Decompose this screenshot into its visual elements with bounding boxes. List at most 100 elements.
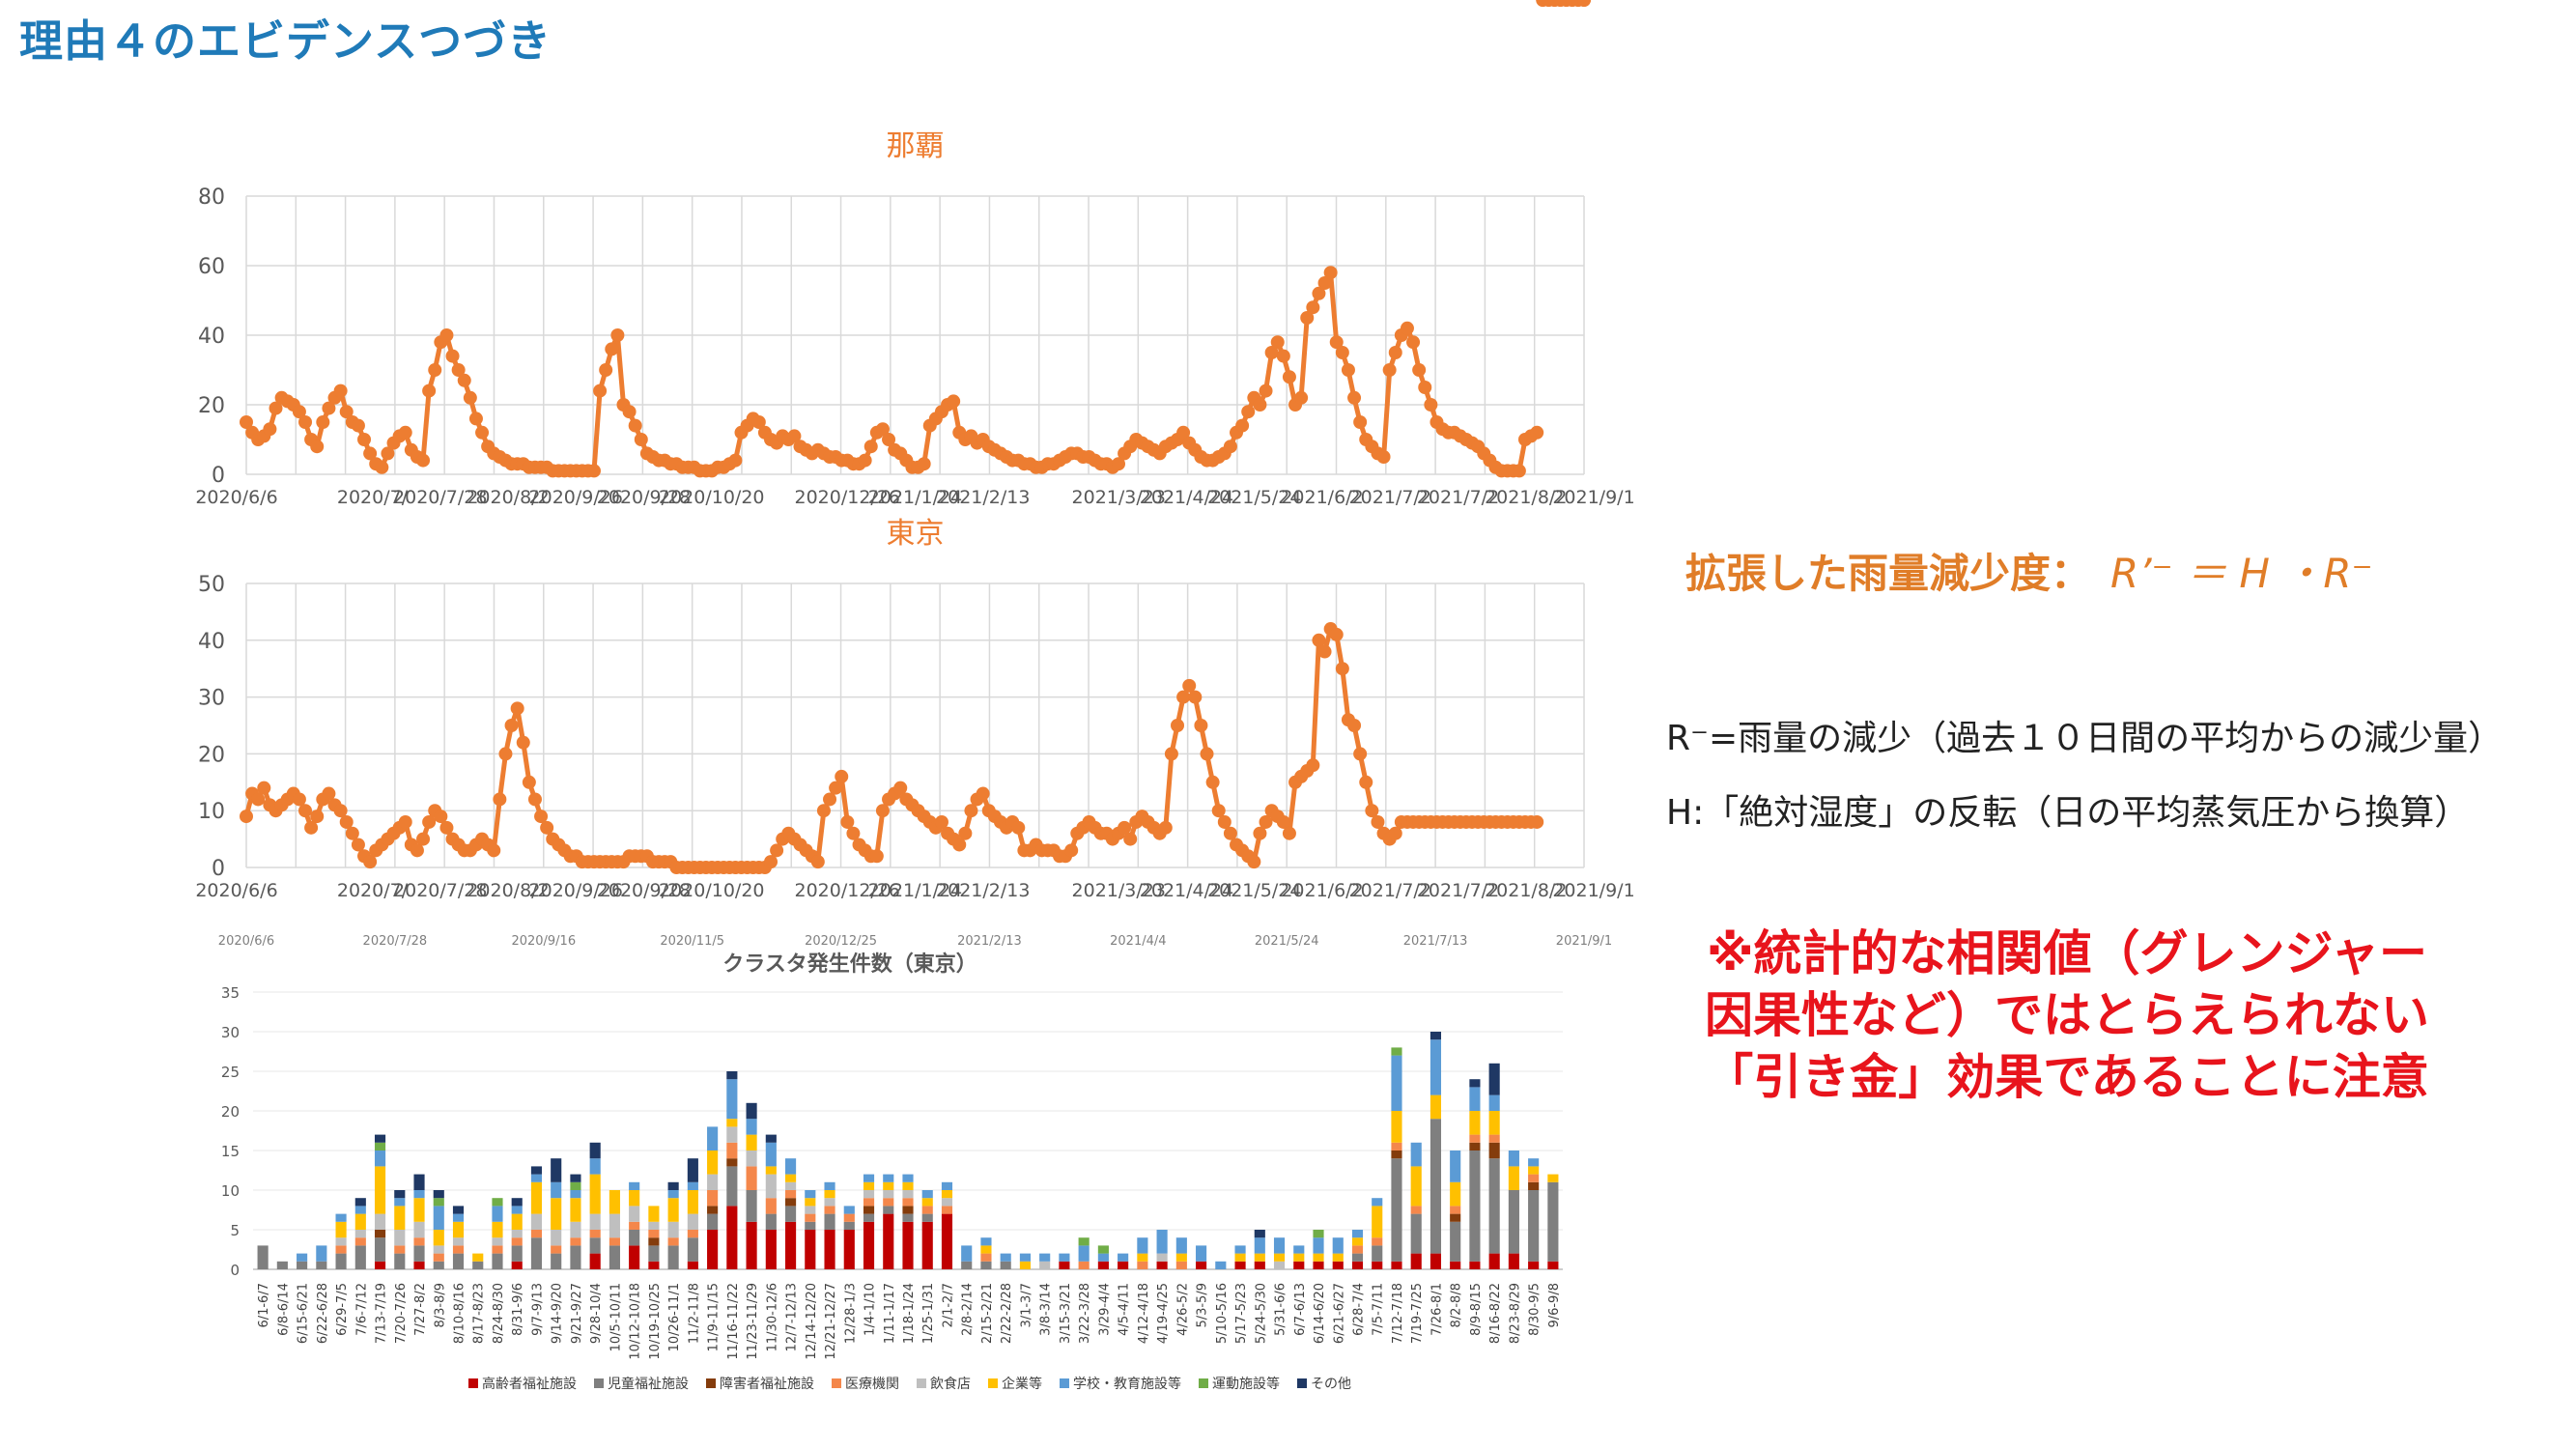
bar-segment xyxy=(1059,1253,1070,1262)
data-point xyxy=(1406,335,1421,350)
data-point xyxy=(1347,719,1362,732)
category-label: 6/22-6/28 xyxy=(316,1283,330,1344)
bar-segment xyxy=(1410,1206,1422,1214)
data-point xyxy=(770,843,784,858)
category-label: 11/9-11/15 xyxy=(707,1283,722,1351)
bar-segment xyxy=(1351,1230,1364,1238)
legend-label: 障害者福祉施設 xyxy=(720,1377,814,1392)
bar-segment xyxy=(648,1221,660,1230)
bar-segment xyxy=(1313,1230,1324,1238)
bar-segment xyxy=(843,1230,855,1269)
warning-note: ※統計的な相関値（グレンジャー 因果性など）ではとらえられない 「引き金」効果で… xyxy=(1666,923,2468,1108)
bar-segment xyxy=(1430,1032,1442,1040)
bar-segment xyxy=(785,1158,797,1175)
category-label: 6/28-7/4 xyxy=(1351,1283,1366,1336)
data-point xyxy=(875,804,890,818)
bar-segment xyxy=(530,1230,543,1238)
x-tick-label: 2020/7/28 xyxy=(393,487,487,508)
bar-segment xyxy=(1254,1261,1265,1269)
bar-segment xyxy=(589,1253,601,1269)
x-tick-label: 2021/8/2 xyxy=(1485,880,1567,901)
data-point xyxy=(917,457,931,471)
category-label: 6/8-6/14 xyxy=(276,1283,291,1336)
bar-segment xyxy=(1372,1206,1383,1238)
bar-segment xyxy=(824,1230,835,1269)
bar-segment xyxy=(843,1213,855,1222)
bar-segment xyxy=(1078,1237,1090,1246)
bar-segment xyxy=(843,1206,855,1214)
legend-label: 運動施設等 xyxy=(1212,1376,1280,1392)
data-point xyxy=(622,405,637,419)
bar-segment xyxy=(589,1158,601,1175)
x-tick-label: 2021/2/13 xyxy=(936,880,1030,901)
x-tick-label: 2021/5/24 xyxy=(1207,880,1301,901)
x-tick-label: 2020/6/6 xyxy=(195,880,277,901)
category-label: 11/30-12/6 xyxy=(765,1283,779,1351)
data-point xyxy=(540,820,554,835)
x-tick-label: 2020/10/20 xyxy=(659,487,765,508)
data-point xyxy=(586,464,601,478)
bar-segment xyxy=(707,1151,719,1175)
data-point xyxy=(510,701,524,716)
bar-segment xyxy=(492,1206,503,1222)
x-tick-label: 2020/9/28 xyxy=(597,880,691,901)
data-point xyxy=(251,792,266,807)
formula-label: 拡張した雨量減少度： xyxy=(1685,550,2092,597)
data-point xyxy=(816,804,831,818)
bar-segment xyxy=(433,1245,444,1254)
data-point xyxy=(416,453,431,468)
bar-segment xyxy=(980,1253,992,1262)
bar-segment xyxy=(413,1261,425,1269)
category-label: 10/26-11/1 xyxy=(667,1283,682,1351)
bar-segment xyxy=(1410,1166,1422,1207)
bar-segment xyxy=(452,1221,465,1238)
bar-segment xyxy=(511,1245,523,1262)
x-tick-label: 2021/1/24 xyxy=(868,880,962,901)
category-label: 5/3-5/9 xyxy=(1196,1283,1210,1328)
warning-line-3: 「引き金」効果であることに注意 xyxy=(1705,1049,2429,1105)
bar-segment xyxy=(883,1206,894,1214)
x-tick-label: 2020/9/26 xyxy=(529,880,623,901)
bar-segment xyxy=(746,1134,757,1151)
bar-segment xyxy=(805,1213,816,1222)
bar-segment xyxy=(1137,1253,1148,1262)
data-point xyxy=(1223,440,1237,454)
data-point xyxy=(1282,370,1296,384)
x-tick-label: 2021/9/1 xyxy=(1552,487,1634,508)
data-point xyxy=(351,838,365,852)
bar-segment xyxy=(1215,1261,1227,1269)
data-point xyxy=(1223,826,1237,840)
bar-segment xyxy=(1450,1221,1461,1262)
bar-segment xyxy=(687,1158,698,1182)
bar-segment xyxy=(746,1119,757,1135)
data-point xyxy=(1335,662,1349,676)
bar-segment xyxy=(1391,1261,1402,1269)
bar-segment xyxy=(1469,1079,1481,1088)
data-point xyxy=(1241,405,1256,419)
category-label: 4/5-4/11 xyxy=(1118,1283,1132,1336)
bar-segment xyxy=(629,1181,640,1190)
bar-segment xyxy=(726,1142,738,1159)
data-point xyxy=(445,349,460,363)
data-point xyxy=(310,810,325,824)
category-label: 6/14-6/20 xyxy=(1313,1283,1327,1344)
bar-segment xyxy=(1488,1142,1500,1159)
y-tick-label: 40 xyxy=(198,630,225,654)
data-point xyxy=(1011,820,1026,835)
bar-segment xyxy=(1156,1230,1168,1254)
category-label: 1/25-1/31 xyxy=(921,1283,936,1344)
bar-segment xyxy=(707,1230,719,1269)
legend-swatch xyxy=(1297,1378,1307,1388)
bar-segment xyxy=(921,1213,933,1222)
bar-segment xyxy=(746,1221,757,1269)
data-point xyxy=(1335,346,1349,359)
bar-segment xyxy=(883,1198,894,1207)
bar-segment xyxy=(1450,1181,1461,1207)
data-point xyxy=(269,401,283,415)
data-point xyxy=(1259,814,1273,829)
data-point xyxy=(1329,627,1344,641)
data-point xyxy=(823,792,837,807)
bar-segment xyxy=(921,1190,933,1199)
bar-segment xyxy=(316,1261,327,1269)
